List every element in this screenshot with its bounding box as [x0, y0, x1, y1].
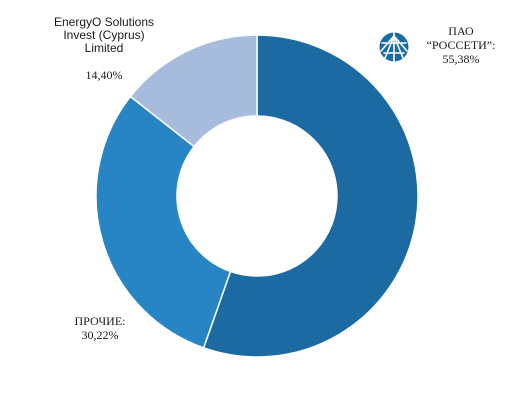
- donut-slice-1: [95, 95, 232, 349]
- donut-slice-2: [129, 34, 258, 148]
- slice-label-other: ПРОЧИЕ: 30,22%: [60, 314, 140, 342]
- slice-label-line: ПРОЧИЕ:: [74, 314, 126, 328]
- slice-label-line: Invest (Cyprus): [63, 28, 145, 42]
- slice-value-other: 30,22%: [81, 328, 119, 342]
- slice-label-line: ПАО: [448, 24, 474, 38]
- slice-value-energyo: 14,40%: [85, 68, 123, 82]
- slice-label-line: Limited: [84, 41, 124, 55]
- slice-label-line: EnergyO Solutions: [53, 15, 155, 29]
- rosseti-logo-icon: [379, 32, 409, 62]
- slice-value-rosseti: 55,38%: [442, 52, 480, 66]
- donut-slices: [95, 34, 419, 358]
- slice-label-rosseti: ПАО “РОССЕТИ”: 55,38%: [415, 24, 507, 66]
- slice-label-line: “РОССЕТИ”:: [426, 38, 496, 52]
- slice-label-energyo: EnergyO Solutions Invest (Cyprus) Limite…: [36, 16, 172, 82]
